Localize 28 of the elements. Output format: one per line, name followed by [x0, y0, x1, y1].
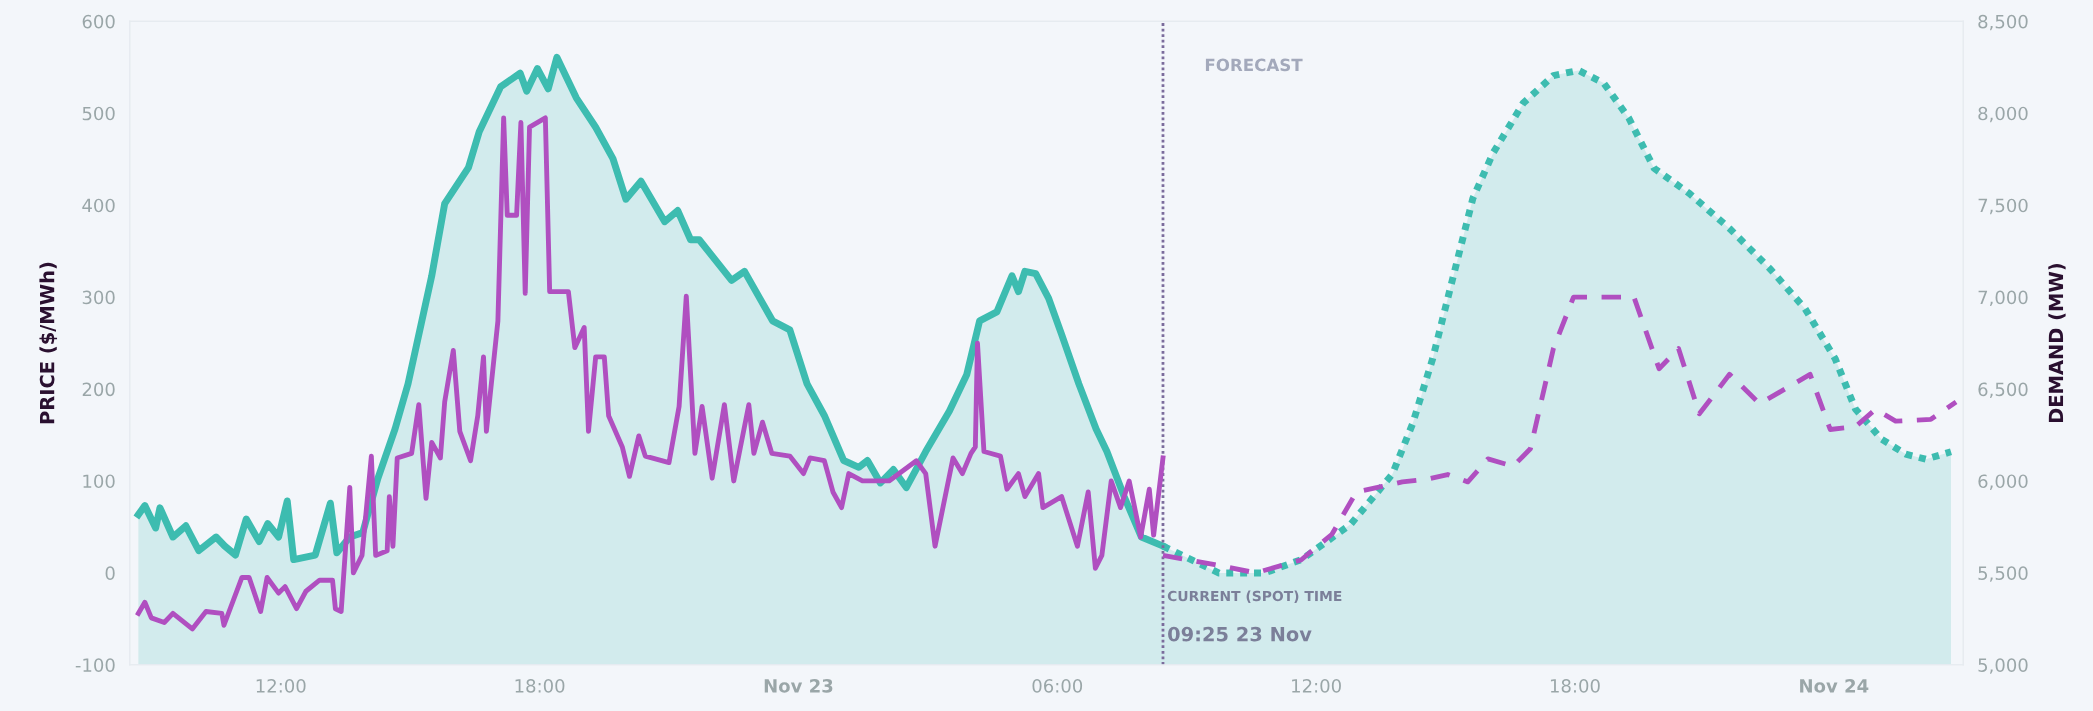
y2-tick-label: 7,500: [1978, 198, 2028, 215]
x-tick-label: 18:00: [1550, 678, 1600, 693]
x-tick-label: 12:00: [256, 678, 306, 693]
x-tick-label: 18:00: [515, 678, 565, 693]
y2-axis-title: DEMAND (MW): [2048, 263, 2066, 423]
y-tick-label: 500: [82, 106, 115, 121]
y2-tick-label: 5,000: [1978, 658, 2028, 674]
y2-tick-label: 6,500: [1978, 382, 2028, 398]
y-tick-label: 200: [82, 382, 115, 397]
x-tick-label: Nov 23: [764, 678, 833, 693]
x-tick-label: 12:00: [1292, 678, 1341, 693]
annotation: CURRENT (SPOT) TIME: [1167, 590, 1342, 603]
y-axis-title: PRICE ($/MWh): [39, 262, 58, 424]
x-tick-label: 06:00: [1032, 678, 1083, 693]
y-tick-label: 100: [83, 474, 115, 489]
y-tick-label: 600: [82, 14, 115, 29]
y-tick-label: 300: [82, 290, 115, 305]
y2-tick-label: 8,000: [1978, 106, 2028, 123]
y2-tick-label: 6,000: [1978, 474, 2028, 490]
x-tick-label: Nov 24: [1800, 678, 1869, 693]
y-tick-label: -100: [75, 658, 115, 672]
y-tick-label: 0: [105, 566, 115, 580]
y-tick-label: 400: [82, 198, 115, 213]
annotation: 09:25 23 Nov: [1168, 626, 1312, 642]
y2-tick-label: 8,500: [1978, 14, 2028, 31]
y2-tick-label: 7,000: [1978, 290, 2028, 307]
y2-tick-label: 5,500: [1978, 566, 2028, 582]
annotation: FORECAST: [1205, 58, 1303, 72]
